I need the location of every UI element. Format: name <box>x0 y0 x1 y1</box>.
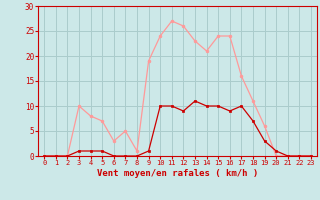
X-axis label: Vent moyen/en rafales ( km/h ): Vent moyen/en rafales ( km/h ) <box>97 169 258 178</box>
